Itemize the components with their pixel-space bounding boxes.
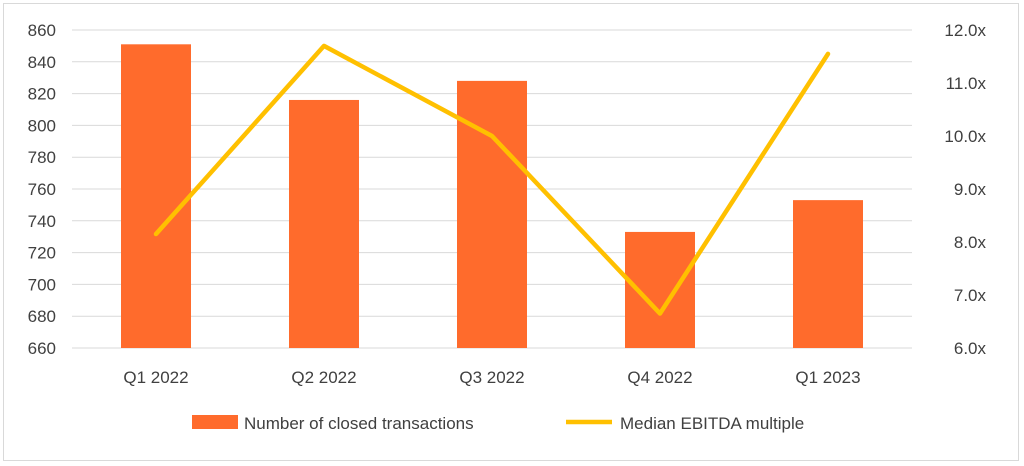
category-tick-label: Q3 2022 — [459, 368, 524, 387]
left-tick-label: 800 — [28, 116, 56, 135]
left-tick-label: 760 — [28, 180, 56, 199]
right-tick-label: 10.0x — [944, 127, 986, 146]
right-tick-label: 8.0x — [954, 233, 987, 252]
legend-swatch-bar — [192, 415, 238, 429]
left-axis-ticks: 660 680 700 720 740 760 780 800 820 840 860 — [28, 21, 56, 358]
left-tick-label: 780 — [28, 148, 56, 167]
bar — [793, 200, 863, 348]
left-tick-label: 660 — [28, 339, 56, 358]
category-tick-label: Q4 2022 — [627, 368, 692, 387]
right-tick-label: 6.0x — [954, 339, 987, 358]
right-tick-label: 12.0x — [944, 21, 986, 40]
right-tick-label: 7.0x — [954, 286, 987, 305]
left-tick-label: 740 — [28, 212, 56, 231]
legend-label-line: Median EBITDA multiple — [620, 414, 804, 433]
left-tick-label: 700 — [28, 275, 56, 294]
category-axis-ticks: Q1 2022 Q2 2022 Q3 2022 Q4 2022 Q1 2023 — [123, 368, 860, 387]
left-tick-label: 860 — [28, 21, 56, 40]
line-series — [153, 43, 831, 316]
bar-series — [121, 44, 863, 349]
category-tick-label: Q2 2022 — [291, 368, 356, 387]
left-tick-label: 840 — [28, 53, 56, 72]
legend-label-bar: Number of closed transactions — [244, 414, 474, 433]
category-tick-label: Q1 2023 — [795, 368, 860, 387]
bar — [121, 44, 191, 349]
left-tick-label: 720 — [28, 244, 56, 263]
right-tick-label: 11.0x — [946, 74, 987, 93]
legend: Number of closed transactions Median EBI… — [192, 414, 804, 433]
right-axis-ticks: 6.0x 7.0x 8.0x 9.0x 10.0x 11.0x 12.0x — [944, 21, 986, 358]
bar — [289, 99, 359, 349]
category-tick-label: Q1 2022 — [123, 368, 188, 387]
right-tick-label: 9.0x — [954, 180, 987, 199]
left-tick-label: 820 — [28, 85, 56, 104]
left-tick-label: 680 — [28, 307, 56, 326]
